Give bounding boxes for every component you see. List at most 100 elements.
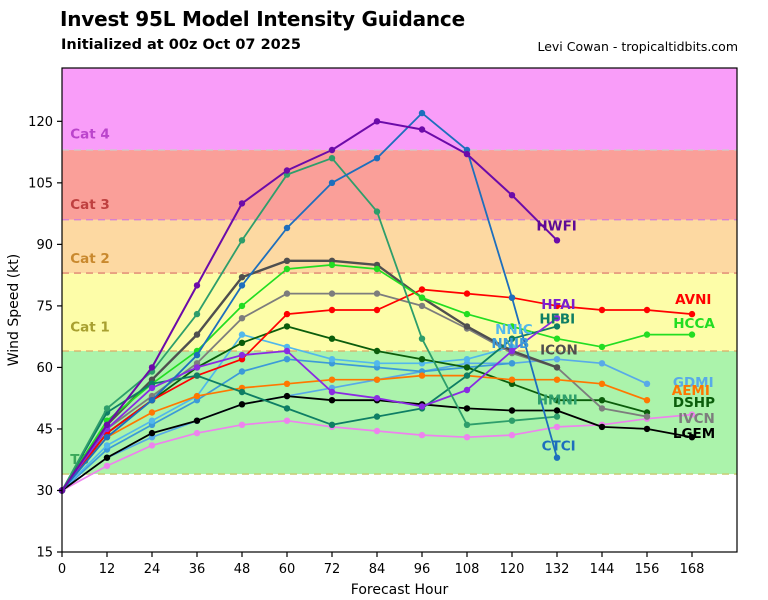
- y-tick-label: 105: [28, 176, 53, 191]
- marker-HCCA: [553, 335, 561, 342]
- marker-DSHP: [238, 339, 246, 346]
- marker-CTCI: [283, 224, 291, 232]
- marker-HCCA: [688, 331, 696, 338]
- marker-unlabeled-pink: [508, 431, 516, 439]
- marker-unlabeled-pink: [463, 434, 471, 441]
- axes: 0 12 24 36 48 60 72 84 96 108 120 132 144 156 168 15 30 4…: [6, 115, 704, 598]
- marker-HFAI: [418, 403, 426, 410]
- marker-unlabeled-pink: [148, 442, 156, 449]
- marker-HFAI: [283, 347, 291, 355]
- y-tick-label: 15: [36, 546, 53, 561]
- marker-HWFI: [418, 126, 426, 133]
- model-label-HMNI: HMNI: [537, 393, 578, 409]
- marker-HMNI: [553, 413, 561, 420]
- marker-IVCN: [643, 413, 651, 420]
- marker-HFAI: [238, 351, 246, 359]
- marker-IVCN: [598, 405, 606, 412]
- x-tick-label: 168: [680, 562, 705, 577]
- marker-HWFI: [283, 167, 291, 174]
- marker-ICON: [283, 257, 291, 264]
- marker-NNIB: [508, 360, 516, 367]
- marker-DSHP: [373, 347, 381, 355]
- band-label-Cat-1: Cat 1: [70, 320, 110, 336]
- marker-GDMI: [553, 356, 561, 363]
- x-tick-label: 144: [590, 562, 615, 577]
- x-tick-label: 36: [189, 562, 206, 577]
- marker-HMNI: [238, 237, 246, 244]
- x-tick-label: 24: [144, 562, 161, 577]
- band-label-Cat-4: Cat 4: [70, 127, 110, 143]
- x-tick-label: 0: [58, 562, 66, 577]
- series-HWFI: [58, 118, 561, 494]
- marker-HWFI: [508, 192, 516, 199]
- marker-HCCA: [598, 343, 606, 351]
- marker-ICON: [463, 323, 471, 330]
- marker-HFBI: [373, 413, 381, 420]
- x-tick-label: 156: [635, 562, 660, 577]
- marker-CTCI: [373, 155, 381, 162]
- marker-IVCN: [283, 290, 291, 297]
- x-tick-label: 108: [455, 562, 480, 577]
- marker-HCCA: [328, 261, 336, 269]
- marker-HWFI: [238, 200, 246, 207]
- marker-HFBI: [238, 388, 246, 396]
- marker-HMNI: [463, 421, 471, 428]
- marker-unlabeled-pink: [103, 462, 111, 470]
- model-label-AVNI: AVNI: [675, 292, 711, 308]
- marker-AVNI: [643, 306, 651, 314]
- band-Cat-2: [62, 219, 737, 274]
- marker-AEMI: [553, 376, 561, 383]
- marker-LGEM: [508, 407, 516, 414]
- model-label-CTCI: CTCI: [542, 438, 576, 454]
- marker-unlabeled-pink: [553, 423, 561, 431]
- marker-unlabeled-pink: [238, 421, 246, 428]
- marker-AVNI: [553, 302, 561, 310]
- marker-GDMI: [643, 380, 651, 387]
- marker-DSHP: [328, 335, 336, 342]
- model-label-DSHP: DSHP: [673, 395, 715, 411]
- marker-HFBI: [328, 421, 336, 428]
- marker-LGEM: [553, 407, 561, 414]
- x-tick-label: 120: [500, 562, 525, 577]
- marker-HWFI: [553, 237, 561, 244]
- marker-HCCA: [373, 265, 381, 273]
- marker-CTCI: [553, 454, 561, 461]
- marker-unlabeled-pink: [193, 429, 201, 437]
- marker-AVNI: [463, 290, 471, 297]
- marker-HWFI: [193, 282, 201, 289]
- marker-HFBI: [553, 323, 561, 330]
- marker-HMNI: [328, 155, 336, 162]
- marker-HMNI: [103, 405, 111, 412]
- model-label-HFBI: HFBI: [539, 312, 575, 328]
- marker-LGEM: [148, 429, 156, 437]
- band-Cat-3: [62, 150, 737, 220]
- marker-DSHP: [553, 397, 561, 404]
- band-label-Cat-2: Cat 2: [70, 251, 110, 267]
- model-label-AEMI: AEMI: [672, 383, 710, 399]
- marker-AVNI: [373, 306, 381, 314]
- marker-AEMI: [508, 376, 516, 383]
- marker-LGEM: [283, 392, 291, 400]
- band-label-Cat-3: Cat 3: [70, 197, 110, 213]
- marker-CTCI: [103, 434, 111, 441]
- marker-AEMI: [418, 372, 426, 379]
- marker-CTCI: [328, 179, 336, 186]
- x-tick-label: 60: [279, 562, 296, 577]
- band-Cat-1: [62, 273, 737, 352]
- marker-LGEM: [193, 417, 201, 424]
- y-tick-label: 75: [36, 299, 53, 314]
- marker-IVCN: [238, 315, 246, 322]
- marker-HCCA: [508, 323, 516, 330]
- marker-HFBI: [463, 372, 471, 379]
- x-tick-label: 84: [369, 562, 386, 577]
- series-line-HWFI: [61, 120, 558, 492]
- marker-DSHP: [418, 356, 426, 363]
- marker-AVNI: [688, 310, 696, 318]
- marker-NNIC: [148, 417, 156, 424]
- marker-HMNI: [193, 310, 201, 318]
- x-tick-label: 48: [234, 562, 251, 577]
- y-tick-label: 45: [36, 422, 53, 437]
- band-below-TS: [62, 474, 737, 552]
